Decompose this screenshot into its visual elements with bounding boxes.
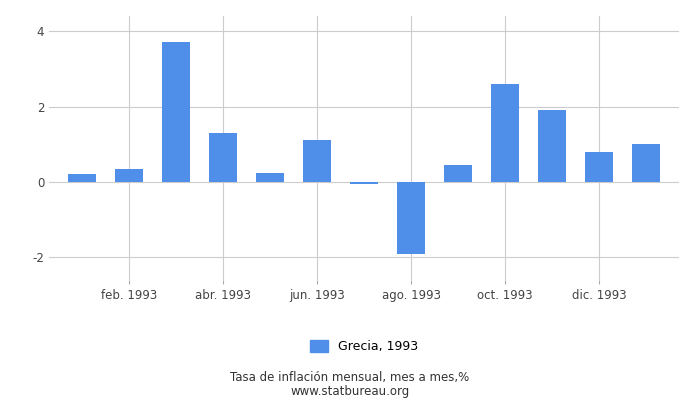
Bar	[162, 42, 190, 182]
Bar	[397, 182, 425, 254]
Bar	[256, 172, 284, 182]
Bar	[538, 110, 566, 182]
Bar	[209, 133, 237, 182]
Bar	[350, 182, 378, 184]
Bar	[115, 169, 143, 182]
Bar	[303, 140, 331, 182]
Bar	[632, 144, 660, 182]
Bar	[491, 84, 519, 182]
Bar	[585, 152, 613, 182]
Legend: Grecia, 1993: Grecia, 1993	[304, 335, 424, 358]
Text: Tasa de inflación mensual, mes a mes,%: Tasa de inflación mensual, mes a mes,%	[230, 372, 470, 384]
Text: www.statbureau.org: www.statbureau.org	[290, 386, 410, 398]
Bar	[444, 165, 472, 182]
Bar	[68, 174, 96, 182]
